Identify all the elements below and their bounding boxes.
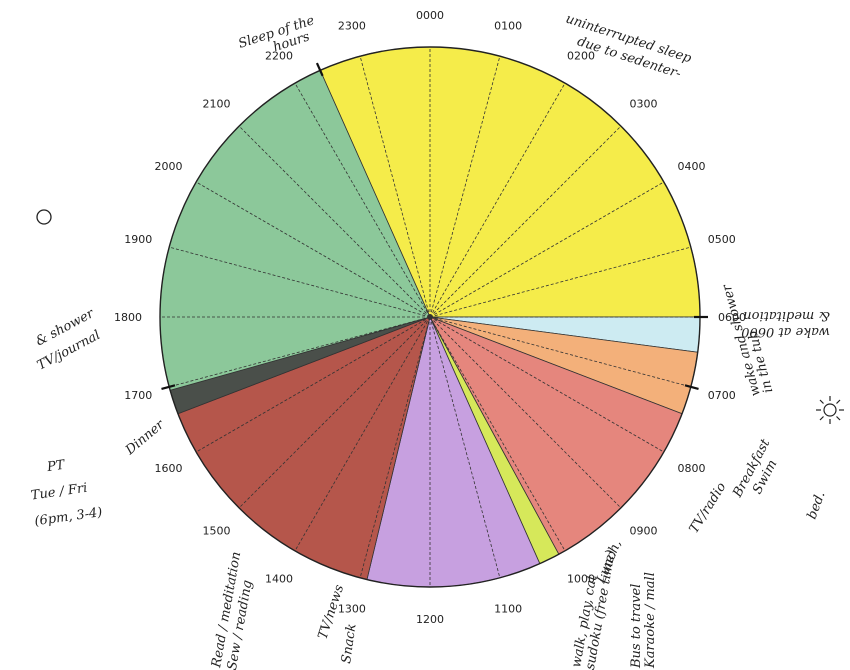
annotation-text: Karaoke / mall [643,572,658,669]
annotation-text: Snack [339,623,359,665]
hour-label: 1900 [124,233,152,246]
hour-divider [429,56,501,318]
annotation-uninterrupted-sleep: uninterrupted sleep due to sedenter- [564,12,694,82]
hour-divider [294,82,431,318]
hour-divider [195,316,431,453]
hour-label: 2100 [202,97,230,110]
hour-divider [359,56,431,318]
hour-label: 1600 [154,462,182,475]
hour-divider [359,316,431,578]
hour-divider [429,316,566,552]
annotation-text: Tue / Fri [30,481,88,504]
hour-label: 2000 [154,160,182,173]
moon-icon [36,209,52,225]
hour-divider [169,316,431,388]
hour-label: 1800 [114,311,142,324]
hour-label: 0000 [416,9,444,22]
annotation-bus: Bus to travel Karaoke / mall [629,572,658,669]
annotation-dinner: Dinner [122,417,168,459]
hour-label: 0600 [718,311,746,324]
hour-divider [195,181,431,318]
hour-label: 2200 [265,49,293,62]
hour-label: 0700 [708,389,736,402]
annotation-text: bed. [805,489,829,521]
hour-label: 1400 [265,573,293,586]
annotation-breakfast: Breakfast Swim [730,436,781,501]
annotation-bed: bed. [805,489,829,521]
hour-label: 2300 [338,19,366,32]
hour-divider [238,125,431,318]
annotation-text: PT [45,458,67,476]
hour-divider [429,181,665,318]
annotation-pt: PT Tue / Fri (6pm, 3-4) [30,458,104,530]
annotation-walk: walk, play, cat sudoku (free time) [569,549,619,670]
hour-divider [429,316,691,388]
activity-wedges [159,46,701,588]
hour-divider [429,316,665,453]
annotation-wake-meditation: wake at 0600 & meditation [741,308,830,339]
hour-dividers [160,47,700,587]
annotation-tv-radio: TV/radio [687,480,730,536]
annotation-text: (6pm, 3-4) [34,505,104,529]
boundary-tick [161,384,176,391]
hour-labels: 0000 0100 0200 0300 0400 0500 0600 0700 0800 0900… [114,9,746,626]
annotation-text: Bus to travel [629,584,644,669]
annotation-text: Dinner [122,417,168,459]
hour-divider [429,316,622,509]
hour-divider [429,316,501,578]
hour-label: 0900 [630,525,658,538]
hour-label: 1200 [416,613,444,626]
hour-label: 0800 [678,462,706,475]
boundary-tick [684,384,699,391]
annotation-text: wake at 0600 [741,324,830,339]
hour-label: 1500 [202,525,230,538]
hour-divider [294,316,431,552]
boundary-tick [315,62,324,77]
annotation-text: & meditation [743,308,830,323]
hour-label: 1300 [338,603,366,616]
hour-divider [429,125,622,318]
boundary-ticks [161,62,708,391]
hour-label: 1000 [567,573,595,586]
annotation-read-meditation: Read / meditation Sew / reading [209,551,256,670]
hour-label: 0200 [567,49,595,62]
hour-divider [429,82,566,318]
annotation-text: TV/radio [687,480,730,536]
hour-divider [238,316,431,509]
annotation-snack: Snack [339,623,359,665]
hour-divider [169,246,431,318]
hour-label: 0100 [494,19,522,32]
hour-label: 1100 [494,603,522,616]
hour-label: 0300 [630,97,658,110]
hour-divider [429,246,691,318]
sun-icon [816,396,844,424]
hour-label: 0400 [678,160,706,173]
annotation-tv-journal: TV/journal & shower [33,306,103,374]
hour-label: 1700 [124,389,152,402]
hour-label: 0500 [708,233,736,246]
